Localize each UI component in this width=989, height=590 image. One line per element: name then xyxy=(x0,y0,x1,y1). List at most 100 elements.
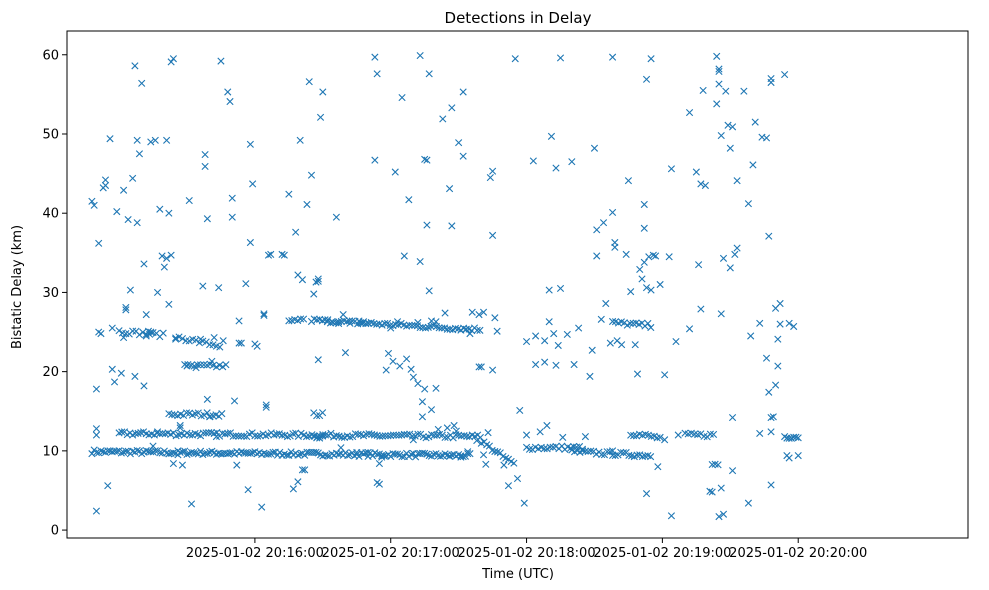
data-point-marker xyxy=(476,433,484,442)
data-point-marker xyxy=(654,463,662,471)
data-point-marker xyxy=(159,329,167,337)
data-point-marker xyxy=(400,252,408,260)
data-point-marker xyxy=(500,461,508,469)
data-point-marker xyxy=(371,156,379,164)
data-point-marker xyxy=(165,209,173,217)
data-point-marker xyxy=(455,139,463,147)
data-point-marker xyxy=(139,328,147,336)
y-tick-label: 60 xyxy=(42,48,59,63)
data-point-marker xyxy=(706,487,714,495)
data-point-marker xyxy=(92,425,101,433)
data-point-marker xyxy=(314,356,322,364)
data-point-marker xyxy=(667,165,676,173)
data-point-marker xyxy=(297,315,305,323)
data-point-marker xyxy=(215,284,223,292)
data-point-marker xyxy=(235,432,243,440)
data-point-marker xyxy=(369,452,377,460)
data-point-marker xyxy=(652,252,660,260)
data-point-marker xyxy=(459,88,467,96)
data-point-marker xyxy=(520,499,528,507)
x-axis-label: Time (UTC) xyxy=(481,567,554,582)
data-point-marker xyxy=(588,346,596,354)
data-point-marker xyxy=(627,288,635,296)
data-point-marker xyxy=(740,87,748,95)
data-point-marker xyxy=(156,449,164,457)
data-point-marker xyxy=(529,157,537,165)
data-point-marker xyxy=(373,450,381,458)
data-point-marker xyxy=(611,238,619,247)
data-point-marker xyxy=(728,413,737,422)
data-point-marker xyxy=(719,510,728,518)
data-point-marker xyxy=(156,205,164,213)
data-point-marker xyxy=(90,201,98,209)
data-point-marker xyxy=(264,450,273,458)
data-point-marker xyxy=(296,450,304,458)
data-point-marker xyxy=(593,226,601,234)
data-point-marker xyxy=(586,372,594,380)
data-point-marker xyxy=(262,401,270,409)
data-point-marker xyxy=(619,449,628,457)
data-point-marker xyxy=(640,200,648,209)
data-point-marker xyxy=(606,448,614,456)
data-point-marker xyxy=(310,290,318,298)
data-point-marker xyxy=(407,365,415,373)
data-point-marker xyxy=(201,162,209,171)
data-point-marker xyxy=(260,311,268,319)
data-point-marker xyxy=(491,314,499,322)
data-point-marker xyxy=(713,100,721,108)
data-point-marker xyxy=(285,317,293,325)
data-point-marker xyxy=(172,335,180,343)
data-point-marker xyxy=(226,97,234,106)
data-point-marker xyxy=(762,134,771,142)
data-point-marker xyxy=(438,324,446,332)
data-point-marker xyxy=(140,260,148,268)
data-point-marker xyxy=(475,363,483,371)
data-point-marker xyxy=(101,176,110,184)
data-point-marker xyxy=(590,144,599,152)
data-point-marker xyxy=(626,319,634,328)
data-point-marker xyxy=(298,466,307,474)
data-point-marker xyxy=(785,454,793,462)
data-point-marker xyxy=(389,357,397,365)
data-point-marker xyxy=(156,430,164,438)
data-point-marker xyxy=(158,252,166,260)
data-point-marker xyxy=(674,431,682,439)
data-point-marker xyxy=(633,451,641,459)
data-point-marker xyxy=(110,378,119,386)
data-point-marker xyxy=(425,287,433,295)
data-point-marker xyxy=(147,328,155,336)
data-point-marker xyxy=(608,53,617,61)
data-point-marker xyxy=(715,67,723,75)
data-point-marker xyxy=(414,379,422,388)
data-point-marker xyxy=(299,315,308,323)
data-point-marker xyxy=(221,430,229,438)
data-point-marker xyxy=(362,430,370,438)
data-point-marker xyxy=(278,250,286,258)
data-point-marker xyxy=(767,413,775,422)
data-point-marker xyxy=(640,224,648,232)
data-point-marker xyxy=(183,450,191,459)
data-point-marker xyxy=(769,413,777,421)
data-point-marker xyxy=(608,208,617,216)
data-point-marker xyxy=(603,448,611,456)
data-point-marker xyxy=(489,366,497,374)
data-point-marker xyxy=(421,155,429,163)
data-point-marker xyxy=(176,424,184,432)
data-point-marker xyxy=(249,449,257,457)
data-point-marker xyxy=(138,79,146,87)
data-point-marker xyxy=(313,316,321,324)
data-point-marker xyxy=(283,433,292,441)
data-point-marker xyxy=(416,51,424,60)
data-point-marker xyxy=(201,150,209,159)
data-point-marker xyxy=(642,490,651,498)
data-point-marker xyxy=(697,305,705,313)
data-point-marker xyxy=(559,433,567,441)
data-point-marker xyxy=(724,121,732,129)
data-point-marker xyxy=(552,164,560,172)
data-point-marker xyxy=(522,337,531,346)
data-point-marker xyxy=(451,324,460,332)
data-point-marker xyxy=(348,449,356,457)
data-point-marker xyxy=(642,284,651,292)
data-point-marker xyxy=(264,251,273,259)
data-point-marker xyxy=(168,411,176,419)
